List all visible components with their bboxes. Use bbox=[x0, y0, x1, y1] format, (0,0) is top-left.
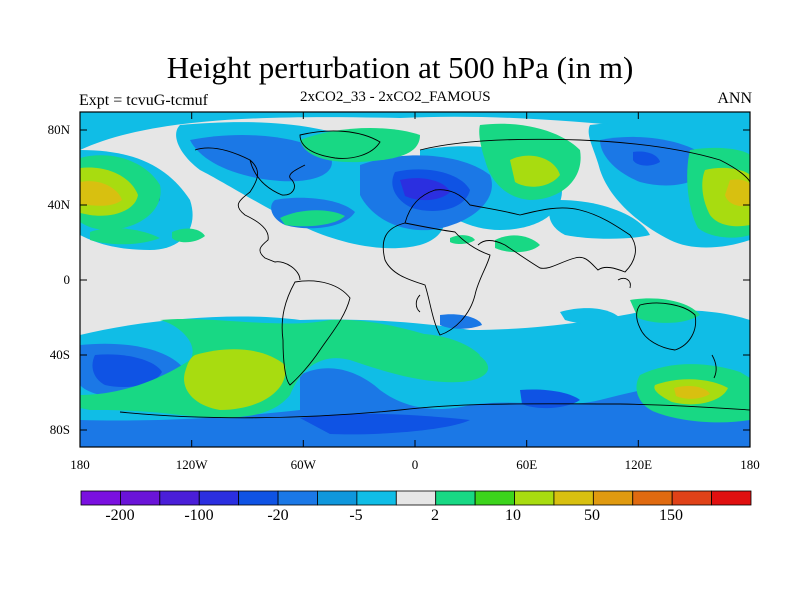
colorbar-swatch bbox=[238, 490, 279, 506]
colorbar-label: 2 bbox=[431, 507, 439, 524]
colorbar-swatch bbox=[711, 490, 752, 506]
lat-tick-80s: 80S bbox=[49, 422, 70, 437]
lat-tick-0: 0 bbox=[63, 272, 71, 287]
lon-tick-120w: 120W bbox=[175, 457, 208, 472]
coastlines bbox=[119, 130, 750, 419]
colorbar-swatch bbox=[435, 490, 476, 506]
map-title: Height perturbation at 500 hPa (in m) bbox=[166, 50, 634, 85]
experiment-label: Expt = tcvuG-tcmuf bbox=[79, 92, 208, 109]
colorbar-label: -100 bbox=[184, 507, 214, 524]
colorbar-label: 50 bbox=[584, 507, 600, 524]
colorbar-swatch bbox=[356, 490, 397, 506]
colorbar-swatch bbox=[120, 490, 161, 506]
colorbar-swatch bbox=[592, 490, 634, 506]
lon-tick-180e: 180 bbox=[740, 457, 760, 472]
colorbar-swatch bbox=[474, 490, 515, 506]
comparison-label: 2xCO2_33 - 2xCO2_FAMOUS bbox=[300, 89, 491, 105]
colorbar-swatch bbox=[159, 490, 200, 506]
colorbar-swatch bbox=[198, 490, 240, 506]
colorbar-swatch bbox=[553, 490, 594, 506]
lat-tick-40n: 40N bbox=[47, 197, 70, 212]
season-label: ANN bbox=[717, 90, 752, 107]
lat-tick-40s: 40S bbox=[49, 347, 70, 362]
colorbar-swatch bbox=[317, 490, 358, 506]
colorbar-label: -200 bbox=[105, 507, 135, 524]
contour-band-north bbox=[80, 112, 750, 150]
colorbar-swatch bbox=[80, 490, 121, 506]
colorbar-swatch bbox=[514, 490, 555, 506]
colorbar-label: -20 bbox=[267, 507, 289, 524]
lat-tick-80n: 80N bbox=[47, 122, 70, 137]
lon-tick-120e: 120E bbox=[624, 457, 653, 472]
colorbar-swatch bbox=[632, 490, 673, 506]
colorbar-label: -5 bbox=[349, 507, 363, 524]
lon-tick-0: 0 bbox=[411, 457, 419, 472]
colorbar bbox=[80, 490, 752, 506]
colorbar-label: 150 bbox=[659, 507, 683, 524]
colorbar-swatch bbox=[671, 490, 712, 506]
lon-tick-60e: 60E bbox=[516, 457, 538, 472]
contour-field bbox=[80, 112, 750, 447]
lon-tick-60w: 60W bbox=[290, 457, 316, 472]
colorbar-swatch bbox=[277, 490, 318, 506]
lon-tick-180w: 180 bbox=[70, 457, 90, 472]
colorbar-swatch bbox=[395, 490, 437, 506]
colorbar-label: 10 bbox=[505, 507, 521, 524]
